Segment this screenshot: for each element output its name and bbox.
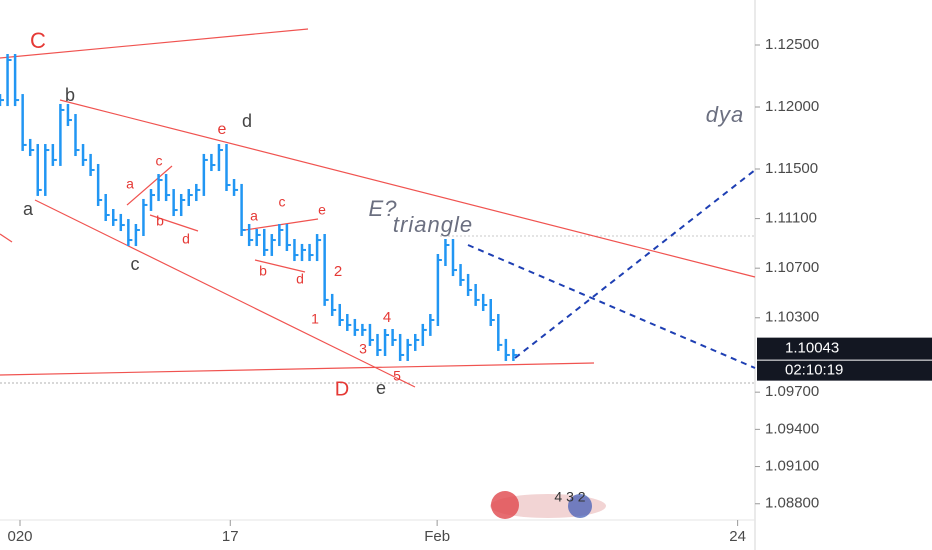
annotation: c xyxy=(131,254,140,274)
annotation: 1 xyxy=(311,311,319,327)
annotation: d xyxy=(242,111,252,131)
annotation: E? xyxy=(369,196,398,221)
trend-lines xyxy=(0,28,756,388)
projection-lines xyxy=(467,169,756,369)
trend-line xyxy=(34,199,416,388)
x-tick-label: 17 xyxy=(222,528,239,545)
countdown-label: 02:10:19 xyxy=(785,362,843,379)
annotation: D xyxy=(335,378,349,400)
annotation: c xyxy=(279,194,286,210)
countdown-tag xyxy=(757,360,932,381)
last-price-label: 1.10043 xyxy=(785,340,839,357)
annotation: triangle xyxy=(393,212,473,237)
annotation: e xyxy=(376,378,386,398)
annotation: a xyxy=(250,208,258,224)
trend-line xyxy=(254,259,306,273)
y-tick-label: 1.09400 xyxy=(765,420,819,437)
annotation: a xyxy=(23,199,34,219)
trend-line xyxy=(0,233,13,243)
y-tick-label: 1.11500 xyxy=(765,160,818,177)
projection-line xyxy=(467,244,756,369)
trend-line xyxy=(0,362,595,376)
annotation: b xyxy=(156,213,164,229)
y-tick-label: 1.09100 xyxy=(765,458,819,475)
x-tick-label: Feb xyxy=(424,528,450,545)
annotation: b xyxy=(259,263,267,279)
y-tick-label: 1.11100 xyxy=(765,210,817,227)
y-tick-label: 1.09700 xyxy=(765,383,819,400)
y-tick-label: 1.10700 xyxy=(765,259,819,276)
annotation: 4 xyxy=(383,309,391,326)
logo-shape xyxy=(491,491,519,519)
annotation: 5 xyxy=(393,368,401,384)
projection-line xyxy=(514,169,756,359)
annotation: 2 xyxy=(334,263,342,280)
annotation: e xyxy=(318,202,326,218)
last-price-tag xyxy=(757,337,932,360)
annotation: d xyxy=(296,271,304,287)
trend-line xyxy=(0,28,309,59)
y-tick-label: 1.12000 xyxy=(765,98,819,115)
annotation: C xyxy=(30,28,46,53)
x-tick-label: 24 xyxy=(729,528,746,545)
y-tick-label: 1.08800 xyxy=(765,495,819,512)
trend-line xyxy=(149,214,199,232)
trend-line xyxy=(59,99,756,278)
annotation: d xyxy=(182,231,190,247)
trend-line xyxy=(126,165,173,206)
annotation: dya xyxy=(706,102,744,127)
logo: 4 3 2 xyxy=(490,489,606,519)
trend-line xyxy=(244,218,319,231)
x-tick-label: 020 xyxy=(7,528,32,545)
y-tick-label: 1.10300 xyxy=(765,309,819,326)
annotation: b xyxy=(65,85,75,105)
annotation: 3 xyxy=(359,341,367,357)
annotation: c xyxy=(156,153,163,169)
y-tick-label: 1.12500 xyxy=(765,36,819,53)
logo-shape xyxy=(568,494,592,518)
logo-text: 4 3 2 xyxy=(554,489,585,505)
annotation: a xyxy=(126,176,134,192)
annotation: e xyxy=(218,121,227,138)
